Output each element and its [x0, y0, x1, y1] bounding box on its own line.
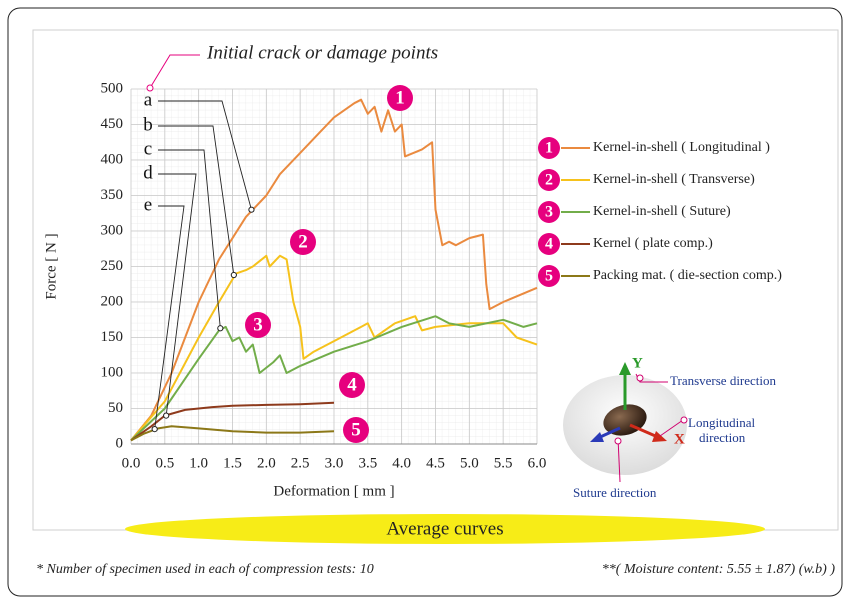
x-tick-label: 1.0: [189, 455, 208, 471]
grid: 0 50 100 150 200 250 300 350 400 450 500 0.0 0.5 1.0 1…: [43, 80, 546, 499]
damage-letter: e: [144, 194, 152, 215]
legend-label: Kernel-in-shell ( Suture): [593, 204, 731, 219]
number-badge: [538, 201, 560, 223]
damage-point: [151, 425, 158, 433]
longitudinal-label: Longitudinal: [688, 415, 756, 430]
title-leader: [149, 54, 200, 89]
number-badge: [290, 229, 316, 255]
legend-label: Kernel-in-shell ( Longitudinal ): [593, 140, 770, 155]
damage-leader: [158, 149, 221, 329]
number-badge: [538, 233, 560, 255]
number-badge-label: 2: [298, 231, 308, 252]
y-tick-label: 400: [101, 151, 124, 167]
series-line: [130, 98, 538, 442]
series-line: [130, 315, 538, 442]
leader: [617, 437, 621, 483]
number-badge-label: 3: [253, 314, 263, 335]
leader: [659, 419, 684, 437]
y-tick-label: 150: [101, 329, 124, 345]
number-badge-label: 4: [545, 236, 553, 253]
number-badge: [245, 312, 271, 338]
y-tick-label: 450: [101, 116, 124, 132]
banner: Average curves: [386, 518, 503, 539]
transverse-label: Transverse direction: [670, 373, 777, 388]
number-badge-label: 3: [545, 204, 553, 221]
y-tick-label: 200: [101, 293, 124, 309]
annotation-title: Initial crack or damage points: [206, 42, 438, 63]
y-tick-label: 250: [101, 258, 124, 274]
leader-dot: [614, 437, 622, 445]
number-badge-label: 2: [545, 172, 553, 189]
damage-leader: [158, 125, 235, 276]
series-line: [130, 254, 538, 442]
suture-label: Suture direction: [573, 485, 657, 500]
x-tick-label: 4.5: [426, 455, 445, 471]
x-arrow-head: [652, 431, 667, 442]
number-badge: [339, 372, 365, 398]
damage-letter: d: [143, 162, 153, 183]
number-badge: [538, 169, 560, 191]
leader-dot: [680, 416, 688, 424]
damage-point: [217, 325, 224, 332]
number-badge-label: 5: [545, 268, 553, 285]
damage-letter: a: [144, 89, 153, 110]
banner-bg: [125, 514, 765, 544]
outer-frame: [7, 7, 843, 597]
number-badge-label: 4: [347, 374, 357, 395]
legend: 1 Kernel-in-shell ( Longitudinal ) 2 Kernel…: [538, 137, 782, 287]
orientation-icon: Y X Transverse direction Longitudinaldirect…: [563, 355, 777, 500]
footnote: **( Moisture content: 5.55 ± 1.87) (w.b)…: [602, 562, 836, 577]
x-tick-label: 0.5: [155, 455, 174, 471]
series-line: [130, 425, 335, 442]
legend-label: Packing mat. ( die-section comp.): [593, 268, 782, 283]
y-tick-label: 0: [116, 435, 124, 451]
x-axis-label: Deformation [ mm ]: [273, 483, 394, 499]
damage-point: [248, 206, 255, 213]
lines: [130, 98, 538, 442]
number-badge-label: 1: [545, 140, 553, 157]
x-tick-label: 3.0: [325, 455, 344, 471]
x-tick-label: 4.0: [392, 455, 411, 471]
x-tick-label: 5.0: [460, 455, 479, 471]
y-tick-label: 300: [101, 222, 124, 238]
longitudinal-label: direction: [699, 430, 746, 445]
number-badge: [343, 417, 369, 443]
x-tick-label: 3.5: [358, 455, 377, 471]
x-tick-label: 1.5: [223, 455, 242, 471]
x-axis-letter: X: [674, 431, 685, 447]
damage-point: [230, 271, 237, 279]
y-tick-label: 500: [101, 80, 124, 96]
y-tick-label: 50: [108, 400, 123, 416]
damage-letter: c: [144, 138, 152, 159]
footnote: * Number of specimen used in each of com…: [36, 562, 374, 577]
number-badge-label: 5: [351, 419, 361, 440]
y-axis-letter: Y: [632, 355, 643, 371]
x-tick-label: 0.0: [122, 455, 141, 471]
damage-leader: [158, 100, 252, 210]
legend-label: Kernel ( plate comp.): [593, 236, 713, 251]
number-badge-label: 1: [395, 87, 405, 108]
legend-label: Kernel-in-shell ( Transverse): [593, 172, 755, 187]
x-tick-label: 5.5: [494, 455, 513, 471]
number-badge: [387, 85, 413, 111]
x-tick-label: 2.0: [257, 455, 276, 471]
leader-dot: [636, 374, 644, 382]
z-arrow-head: [590, 432, 604, 442]
damage-point: [163, 412, 170, 419]
damage-leader: [154, 205, 185, 430]
number-badge: [538, 137, 560, 159]
title-dot: [146, 84, 154, 92]
y-tick-label: 100: [101, 364, 124, 380]
number-badge: [538, 265, 560, 287]
x-tick-label: 6.0: [528, 455, 547, 471]
y-arrow-head: [619, 362, 631, 375]
damage-leader: [158, 173, 197, 416]
x-tick-label: 2.5: [291, 455, 310, 471]
damage-letter: b: [143, 114, 153, 135]
y-tick-label: 350: [101, 187, 124, 203]
y-axis-label: Force [ N ]: [43, 233, 59, 299]
